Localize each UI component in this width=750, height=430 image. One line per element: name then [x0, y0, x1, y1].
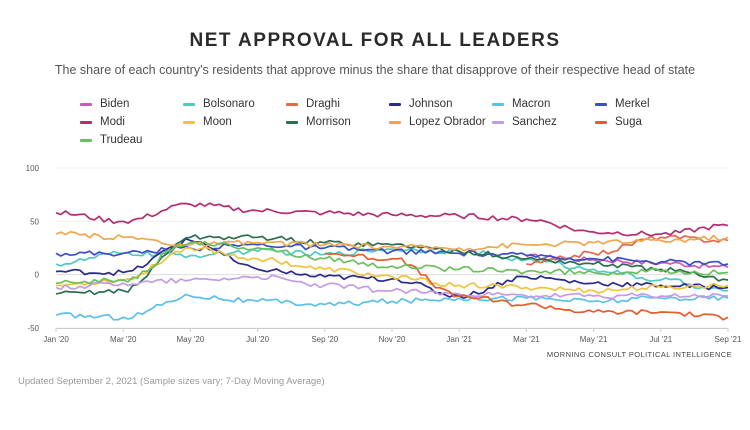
series-line-moon [55, 246, 729, 294]
x-tick-label: Jul '20 [246, 335, 269, 344]
y-tick-label: 100 [26, 164, 40, 173]
legend-swatch [389, 120, 401, 124]
x-tick-label: Mar '20 [110, 335, 137, 344]
legend-label: Morrison [306, 116, 351, 128]
x-tick-label: May '21 [580, 335, 608, 344]
legend-item-lopez-obrador[interactable]: Lopez Obrador [389, 116, 486, 128]
series-line-johnson [55, 237, 729, 299]
legend-label: Johnson [409, 98, 453, 110]
legend-label: Trudeau [100, 134, 143, 146]
legend-swatch [183, 102, 195, 106]
legend-swatch [595, 120, 607, 124]
series-line-trudeau [55, 240, 729, 285]
legend-swatch [80, 102, 92, 106]
series-line-macron [55, 293, 729, 321]
x-tick-label: May '20 [177, 335, 205, 344]
legend-item-modi[interactable]: Modi [80, 116, 125, 128]
y-tick-label: 0 [35, 271, 40, 280]
legend-item-bolsonaro[interactable]: Bolsonaro [183, 98, 255, 110]
chart-subtitle: The share of each country's residents th… [54, 63, 696, 77]
legend-item-morrison[interactable]: Morrison [286, 116, 351, 128]
legend-item-draghi[interactable]: Draghi [286, 98, 340, 110]
legend-label: Bolsonaro [203, 98, 255, 110]
legend-label: Draghi [306, 98, 340, 110]
legend-item-moon[interactable]: Moon [183, 116, 232, 128]
legend-label: Moon [203, 116, 232, 128]
chart-title: NET APPROVAL FOR ALL LEADERS [189, 30, 561, 51]
y-tick-label: 50 [30, 217, 39, 226]
x-tick-label: Nov '20 [379, 335, 406, 344]
series-line-morrison [55, 234, 729, 296]
legend-label: Suga [615, 116, 642, 128]
legend-swatch [389, 102, 401, 106]
legend-item-biden[interactable]: Biden [80, 98, 129, 110]
x-tick-label: Jul '21 [649, 335, 672, 344]
legend-item-trudeau[interactable]: Trudeau [80, 134, 142, 146]
legend-swatch [492, 120, 504, 124]
legend-item-johnson[interactable]: Johnson [389, 98, 452, 110]
legend-label: Sanchez [512, 116, 557, 128]
x-tick-label: Sep '21 [715, 335, 742, 344]
series-line-lopez-obrador [55, 230, 729, 252]
legend-swatch [183, 120, 195, 124]
x-tick-label: Mar '21 [513, 335, 540, 344]
legend-item-suga[interactable]: Suga [595, 116, 642, 128]
x-tick-label: Jan '20 [43, 335, 69, 344]
legend-item-sanchez[interactable]: Sanchez [492, 116, 557, 128]
legend-swatch [286, 102, 298, 106]
series-line-modi [55, 202, 729, 237]
x-tick-label: Sep '20 [311, 335, 338, 344]
legend-swatch [80, 120, 92, 124]
legend-label: Macron [512, 98, 551, 110]
chart-footnote: Updated September 2, 2021 (Sample sizes … [18, 376, 325, 387]
legend-label: Modi [100, 116, 125, 128]
legend-item-merkel[interactable]: Merkel [595, 98, 650, 110]
legend-label: Lopez Obrador [409, 116, 486, 128]
legend-swatch [80, 138, 92, 142]
legend-swatch [286, 120, 298, 124]
series-line-sanchez [55, 274, 729, 300]
legend-item-macron[interactable]: Macron [492, 98, 550, 110]
source-label: MORNING CONSULT POLITICAL INTELLIGENCE [546, 350, 732, 359]
y-tick-label: -50 [27, 324, 39, 333]
legend-swatch [492, 102, 504, 106]
legend-label: Biden [100, 98, 130, 110]
series-line-suga [324, 252, 729, 321]
legend-label: Merkel [615, 98, 650, 110]
series-line-draghi [526, 234, 729, 266]
x-tick-label: Jan '21 [446, 335, 472, 344]
legend-swatch [595, 102, 607, 106]
